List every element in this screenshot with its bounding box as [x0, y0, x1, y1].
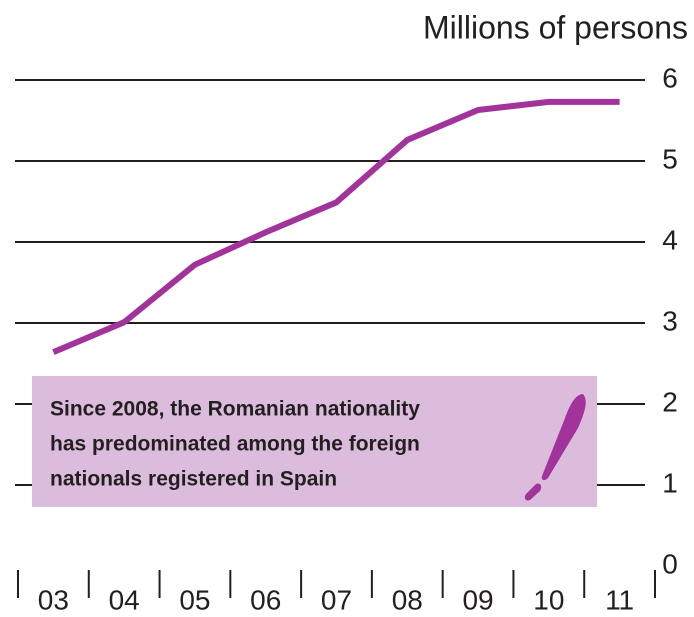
annotation-box [32, 376, 597, 507]
data-line [52, 98, 620, 355]
y-tick-label: 1 [662, 467, 678, 498]
annotation-text: Since 2008, the Romanian nationality [50, 398, 420, 421]
exclamation-icon [541, 394, 586, 481]
x-tick-label: 04 [109, 584, 140, 615]
exclamation-dot [524, 483, 542, 501]
y-tick-label: 3 [662, 305, 678, 336]
x-tick-label: 09 [462, 584, 493, 615]
y-tick-label: 2 [662, 386, 678, 417]
x-tick-label: 08 [392, 584, 423, 615]
x-tick-label: 11 [605, 584, 634, 615]
annotation-text: has predominated among the foreign [50, 433, 420, 456]
x-tick-label: 06 [250, 584, 281, 615]
annotation-text: nationals registered in Spain [50, 468, 337, 491]
chart-title: Millions of persons [423, 9, 688, 45]
y-tick-label: 0 [662, 548, 678, 579]
x-tick-label: 03 [38, 584, 69, 615]
y-tick-label: 6 [662, 62, 678, 93]
x-tick-label: 05 [179, 584, 210, 615]
y-tick-label: 5 [662, 143, 678, 174]
x-tick-label: 07 [321, 584, 352, 615]
x-tick-label: 10 [533, 584, 564, 615]
y-tick-label: 4 [662, 224, 678, 255]
